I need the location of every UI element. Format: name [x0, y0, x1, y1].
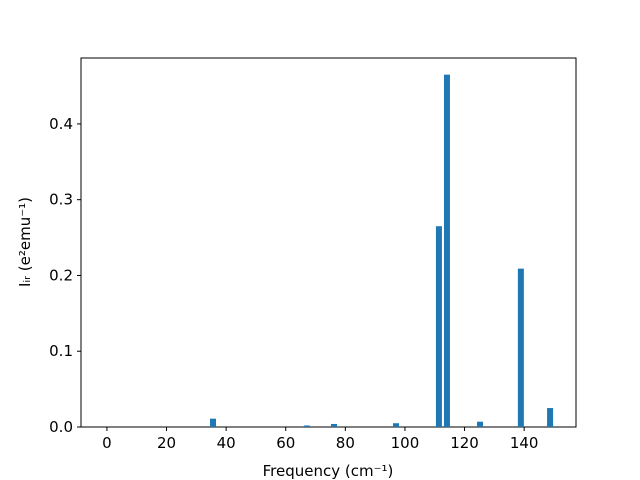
y-tick-label: 0.4 — [49, 115, 73, 133]
x-tick-label: 140 — [510, 434, 539, 452]
x-tick-label: 0 — [102, 434, 112, 452]
x-tick-label: 60 — [276, 434, 295, 452]
y-tick-label: 0.2 — [49, 266, 73, 284]
x-tick-label: 120 — [450, 434, 479, 452]
x-tick-label: 100 — [391, 434, 420, 452]
x-tick-label: 80 — [336, 434, 355, 452]
bar — [393, 423, 399, 427]
y-axis-label: Iᵢᵣ (e²emu⁻¹) — [16, 197, 34, 287]
x-tick-label: 40 — [217, 434, 236, 452]
bar — [443, 74, 450, 427]
y-tick-label: 0.3 — [49, 191, 73, 209]
x-tick-label: 20 — [157, 434, 176, 452]
bar — [210, 418, 217, 427]
bar — [435, 226, 442, 427]
y-tick-label: 0.0 — [49, 418, 73, 436]
bar — [331, 423, 338, 427]
x-axis-label: Frequency (cm⁻¹) — [263, 462, 394, 480]
plot-frame — [80, 57, 577, 428]
bar — [477, 421, 484, 427]
y-tick-label: 0.1 — [49, 342, 73, 360]
bar — [303, 425, 310, 427]
bar — [547, 408, 554, 427]
bar — [517, 268, 524, 427]
